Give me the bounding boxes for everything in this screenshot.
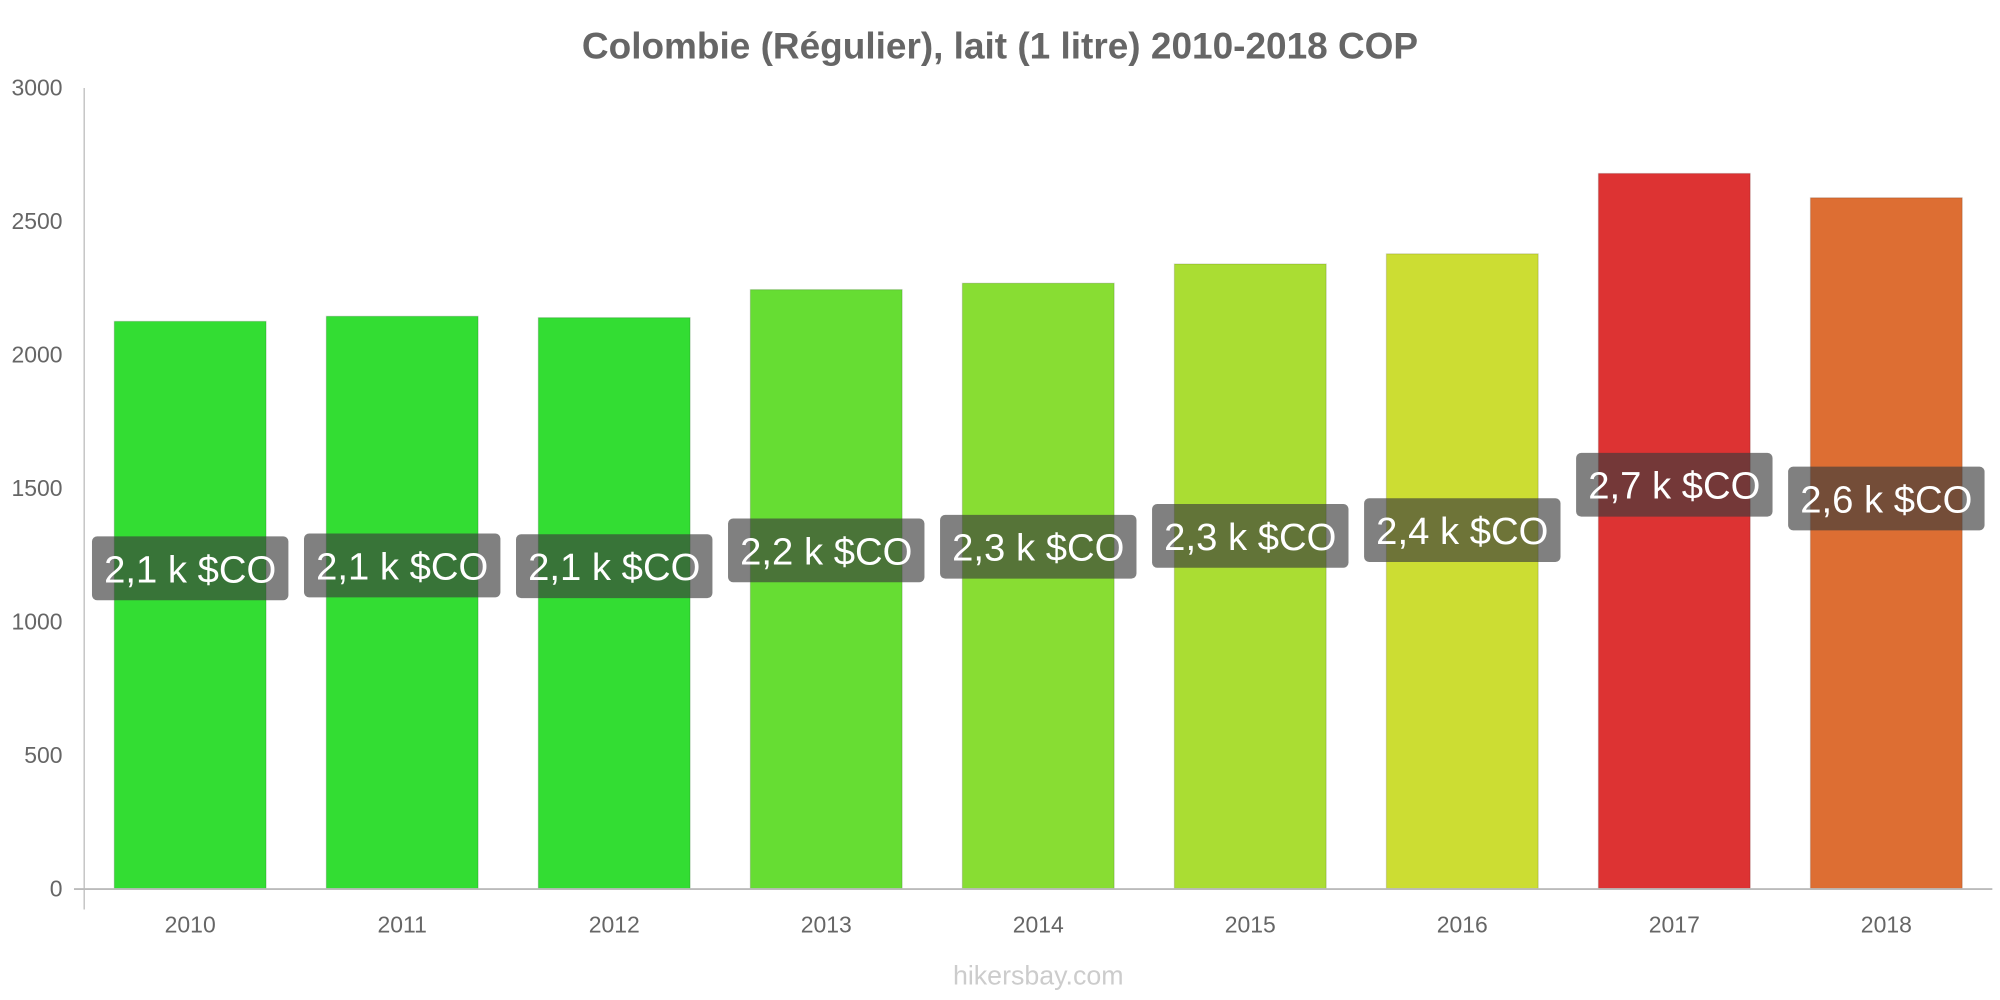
data-label-box <box>1364 498 1561 563</box>
data-label: 2,7 k $CO <box>1588 465 1760 508</box>
x-tick-label: 2015 <box>1225 911 1276 937</box>
bar-2013 <box>749 288 903 890</box>
y-tick-label: 0 <box>50 876 63 902</box>
bar-2015 <box>1173 263 1327 890</box>
y-tick-label: 500 <box>24 742 62 768</box>
data-label: 2,1 k $CO <box>104 548 276 591</box>
x-tick-label: 2012 <box>589 911 640 937</box>
data-label-box <box>516 534 713 599</box>
data-label-box <box>1788 466 1985 531</box>
y-tick-label: 1500 <box>11 475 62 501</box>
data-label-box <box>940 514 1137 579</box>
data-label: 2,1 k $CO <box>528 546 700 589</box>
bars <box>113 172 1963 890</box>
data-label-box <box>303 533 501 598</box>
y-tick-label: 2000 <box>11 342 62 368</box>
data-label-box <box>1576 452 1773 517</box>
x-tick-label: 2016 <box>1437 911 1488 937</box>
data-label: 2,4 k $CO <box>1376 510 1548 553</box>
data-label-box <box>1152 503 1349 568</box>
x-tick-label: 2011 <box>378 911 427 937</box>
watermark: hikersbay.com <box>953 961 1124 991</box>
bar-2016 <box>1385 253 1539 890</box>
bar-2011 <box>325 315 479 890</box>
x-tick-label: 2013 <box>801 911 852 937</box>
data-label: 2,3 k $CO <box>952 527 1124 570</box>
data-label-box <box>728 518 925 583</box>
x-tick-label: 2017 <box>1649 911 1700 937</box>
bar-2018 <box>1809 197 1963 890</box>
bar-2010 <box>113 320 267 890</box>
data-label: 2,2 k $CO <box>740 530 912 573</box>
x-axis: 2010 2011 2012 2013 2014 2015 2016 2017 2018 <box>73 888 1993 937</box>
y-tick-label: 1000 <box>11 609 62 635</box>
y-axis: 0 500 1000 1500 2000 2500 3000 <box>11 75 85 910</box>
y-tick-label: 2500 <box>11 208 62 234</box>
data-label: 2,1 k $CO <box>316 545 488 588</box>
data-labels: 2,1 k $CO 2,1 k $CO 2,1 k $CO 2,2 k $CO 2,3 … <box>91 452 1985 601</box>
chart-title: Colombie (Régulier), lait (1 litre) 2010… <box>582 26 1418 67</box>
data-label: 2,3 k $CO <box>1164 516 1336 559</box>
data-label-box <box>91 536 289 601</box>
bar-2014 <box>961 282 1115 890</box>
x-tick-label: 2010 <box>165 911 216 937</box>
bar-2012 <box>537 316 691 890</box>
x-tick-label: 2018 <box>1861 911 1912 937</box>
x-tick-label: 2014 <box>1013 911 1064 937</box>
bar-2017 <box>1597 172 1751 890</box>
y-tick-label: 3000 <box>11 75 62 101</box>
data-label: 2,6 k $CO <box>1800 478 1972 521</box>
